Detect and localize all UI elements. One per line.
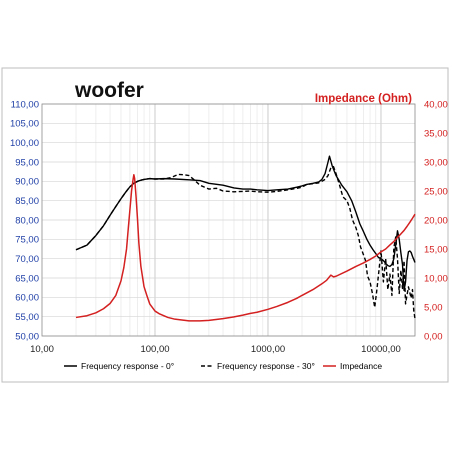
x-tick-label: 10000,00 xyxy=(361,344,401,355)
left-tick-label: 65,00 xyxy=(15,273,39,284)
chart-title: woofer xyxy=(74,79,144,102)
left-tick-label: 60,00 xyxy=(15,293,39,304)
left-tick-label: 50,00 xyxy=(15,331,39,342)
x-tick-label: 10,00 xyxy=(30,344,54,355)
left-tick-label: 85,00 xyxy=(15,196,39,207)
legend-label-0deg: Frequency response - 0° xyxy=(81,361,174,371)
left-tick-label: 70,00 xyxy=(15,254,39,265)
x-axis-ticks: 10,00 100,00 1000,00 10000,00 xyxy=(30,344,401,355)
right-axis-ticks: 0,00 5,00 10,00 15,00 20,00 25,00 30,00 35,00 40… xyxy=(424,99,448,342)
legend: Frequency response - 0° Frequency respon… xyxy=(64,361,382,371)
left-tick-label: 90,00 xyxy=(15,177,39,188)
left-tick-label: 110,00 xyxy=(11,99,39,110)
right-tick-label: 5,00 xyxy=(424,302,443,313)
x-tick-label: 100,00 xyxy=(140,344,169,355)
series-line-impedance xyxy=(75,174,416,322)
left-tick-label: 80,00 xyxy=(15,215,39,226)
right-tick-label: 30,00 xyxy=(424,157,448,168)
right-tick-label: 20,00 xyxy=(424,215,448,226)
legend-label-30deg: Frequency response - 30° xyxy=(217,361,315,371)
series-layer xyxy=(75,155,416,322)
right-tick-label: 10,00 xyxy=(424,273,448,284)
plot-area-border xyxy=(41,103,416,337)
left-tick-label: 75,00 xyxy=(15,235,39,246)
left-tick-label: 55,00 xyxy=(15,312,39,323)
left-axis-ticks: 50,00 55,00 60,00 65,00 70,00 75,00 80,00 85,00… xyxy=(10,99,39,342)
right-tick-label: 40,00 xyxy=(424,99,448,110)
left-tick-label: 95,00 xyxy=(15,157,39,168)
x-tick-label: 1000,00 xyxy=(251,344,285,355)
outer-border xyxy=(1,67,449,383)
legend-label-impedance: Impedance xyxy=(340,361,382,371)
right-axis-title: Impedance (Ohm) xyxy=(315,93,412,105)
right-tick-label: 0,00 xyxy=(424,331,443,342)
left-tick-label: 100,00 xyxy=(10,138,39,149)
left-tick-label: 105,00 xyxy=(10,119,39,130)
right-tick-label: 15,00 xyxy=(424,244,448,255)
right-tick-label: 35,00 xyxy=(424,128,448,139)
right-tick-label: 25,00 xyxy=(424,186,448,197)
